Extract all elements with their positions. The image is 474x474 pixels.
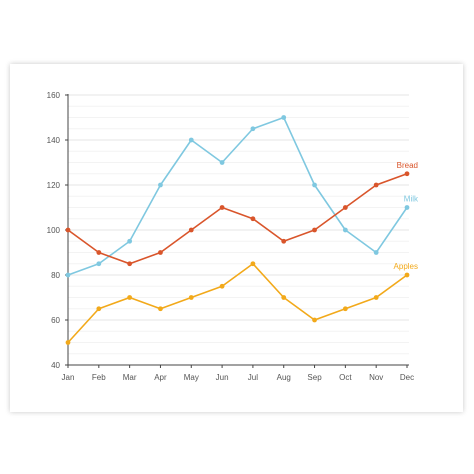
series-labels: Milk Bread Apples bbox=[394, 161, 419, 271]
x-tick-label: Sep bbox=[307, 373, 322, 382]
bread-series-line bbox=[67, 172, 408, 265]
bread-data-point bbox=[404, 171, 410, 177]
chart-card: 40 60 80 100 120 140 160 Jan Feb Mar Apr May Jun Jul… bbox=[10, 64, 463, 412]
apples-data-point bbox=[342, 306, 348, 312]
y-tick-label: 60 bbox=[51, 316, 60, 325]
apples-data-point bbox=[219, 283, 225, 289]
x-tick-label: Jun bbox=[216, 373, 229, 382]
x-tick-label: Jan bbox=[62, 373, 75, 382]
bread-data-point bbox=[219, 205, 225, 210]
x-tick-label: Feb bbox=[92, 373, 106, 382]
milk-data-point bbox=[127, 238, 133, 244]
bread-data-point bbox=[127, 261, 133, 267]
x-tick-label: Dec bbox=[400, 373, 414, 382]
apples-data-point bbox=[158, 306, 163, 312]
milk-series-line bbox=[67, 116, 408, 276]
y-tick-label: 160 bbox=[47, 91, 61, 100]
bread-data-point bbox=[250, 216, 256, 222]
bread-data-point bbox=[96, 250, 102, 255]
y-tick-label: 100 bbox=[47, 226, 61, 235]
milk-data-point bbox=[312, 182, 317, 188]
bread-data-point bbox=[312, 227, 317, 233]
apples-data-point bbox=[127, 295, 133, 300]
series-points bbox=[65, 115, 410, 345]
apples-data-point bbox=[96, 306, 102, 312]
bread-data-point bbox=[158, 250, 163, 255]
x-axis-tick-labels: Jan Feb Mar Apr May Jun Jul Aug Sep Oct Nov Dec bbox=[62, 373, 415, 382]
milk-data-point bbox=[342, 227, 348, 233]
apples-data-point bbox=[404, 272, 410, 278]
apples-data-point bbox=[373, 295, 379, 300]
milk-series-label: Milk bbox=[404, 195, 419, 204]
bread-data-point bbox=[65, 227, 71, 233]
bread-data-point bbox=[342, 205, 348, 210]
apples-data-point bbox=[65, 340, 71, 345]
milk-data-point bbox=[219, 160, 225, 165]
y-tick-label: 40 bbox=[51, 361, 60, 370]
apples-series-line bbox=[67, 262, 408, 344]
x-tick-label: Jul bbox=[248, 373, 258, 382]
line-chart: 40 60 80 100 120 140 160 Jan Feb Mar Apr May Jun Jul… bbox=[47, 91, 419, 382]
y-axis-tick-labels: 40 60 80 100 120 140 160 bbox=[47, 91, 61, 370]
x-tick-label: Mar bbox=[123, 373, 137, 382]
apples-series-label: Apples bbox=[394, 262, 418, 271]
y-tick-label: 140 bbox=[47, 136, 61, 145]
apples-data-point bbox=[281, 295, 287, 300]
bread-data-point bbox=[373, 182, 379, 188]
x-tick-label: Apr bbox=[154, 373, 167, 382]
milk-data-point bbox=[188, 137, 194, 143]
apples-data-point bbox=[188, 295, 194, 300]
x-tick-label: Aug bbox=[277, 373, 291, 382]
y-tick-label: 120 bbox=[47, 181, 61, 190]
milk-data-point bbox=[250, 126, 256, 132]
milk-data-point bbox=[158, 182, 163, 188]
x-tick-label: May bbox=[184, 373, 199, 382]
bread-series-label: Bread bbox=[397, 161, 418, 170]
y-tick-label: 80 bbox=[51, 271, 60, 280]
bread-data-point bbox=[281, 238, 287, 244]
milk-data-point bbox=[96, 261, 102, 267]
milk-data-point bbox=[404, 205, 410, 210]
grid-lines bbox=[68, 94, 409, 355]
series-lines bbox=[67, 116, 408, 344]
milk-data-point bbox=[373, 250, 379, 255]
apples-data-point bbox=[250, 261, 256, 267]
apples-data-point bbox=[312, 317, 317, 323]
bread-data-point bbox=[188, 227, 194, 233]
x-tick-label: Nov bbox=[369, 373, 383, 382]
milk-data-point bbox=[65, 272, 71, 278]
milk-data-point bbox=[281, 115, 287, 120]
axes bbox=[65, 94, 409, 368]
x-tick-label: Oct bbox=[339, 373, 352, 382]
